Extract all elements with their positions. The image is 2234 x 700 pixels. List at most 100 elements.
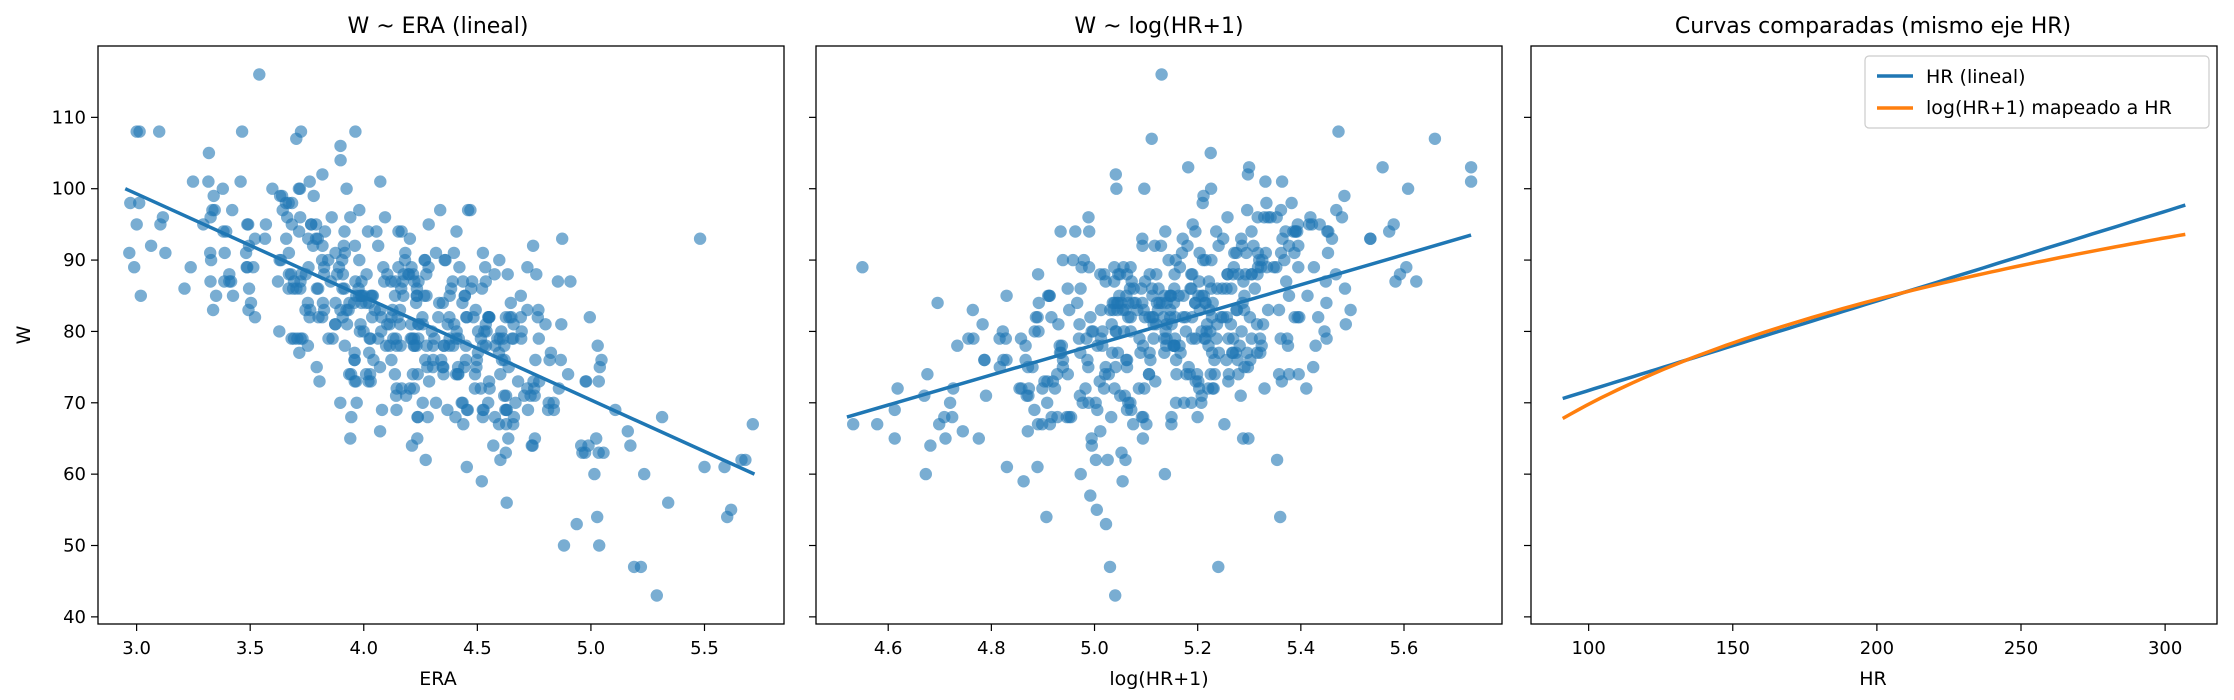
scatter-point bbox=[721, 510, 734, 524]
scatter-point bbox=[570, 517, 583, 531]
scatter-point bbox=[1181, 239, 1194, 252]
scatter-point bbox=[209, 289, 223, 302]
scatter-point bbox=[460, 460, 473, 474]
scatter-point bbox=[362, 375, 375, 388]
scatter-point bbox=[457, 418, 470, 431]
y-ticks bbox=[809, 116, 816, 618]
scatter-point bbox=[1132, 382, 1146, 395]
scatter-point bbox=[1245, 225, 1258, 238]
scatter-point bbox=[329, 296, 342, 310]
scatter-point bbox=[1101, 453, 1114, 467]
scatter-point bbox=[340, 182, 353, 195]
scatter-point bbox=[373, 425, 387, 438]
scatter-point bbox=[543, 353, 556, 367]
scatter-point bbox=[527, 375, 540, 388]
y-tick-label: 70 bbox=[63, 393, 86, 414]
scatter-point bbox=[592, 375, 605, 388]
scatter-point bbox=[184, 261, 197, 274]
scatter-point bbox=[634, 560, 648, 574]
scatter-point bbox=[294, 211, 307, 224]
scatter-point bbox=[1136, 432, 1150, 445]
fit-line-group bbox=[124, 187, 756, 476]
scatter-point bbox=[624, 439, 637, 452]
scatter-point bbox=[476, 246, 490, 260]
scatter-point bbox=[1338, 189, 1351, 203]
scatter-point bbox=[429, 396, 443, 409]
scatter-point bbox=[336, 311, 349, 324]
scatter-point bbox=[1322, 225, 1335, 238]
scatter-point bbox=[1410, 275, 1423, 288]
scatter-point bbox=[1072, 332, 1086, 345]
scatter-point bbox=[479, 261, 492, 274]
scatter-point bbox=[525, 439, 538, 452]
scatter-point bbox=[1043, 289, 1056, 302]
scatter-point bbox=[329, 246, 342, 260]
scatter-point bbox=[1097, 382, 1111, 395]
scatter-point bbox=[1220, 282, 1233, 295]
scatter-point bbox=[226, 289, 240, 302]
scatter-point bbox=[1220, 353, 1233, 367]
scatter-point bbox=[1232, 268, 1245, 281]
scatter-point bbox=[345, 410, 358, 424]
scatter-point bbox=[422, 218, 435, 231]
scatter-point bbox=[514, 289, 527, 302]
scatter-point bbox=[591, 510, 604, 524]
scatter-point bbox=[1275, 375, 1289, 388]
y-tick-label: 90 bbox=[63, 250, 86, 271]
scatter-point bbox=[469, 303, 482, 317]
scatter-point bbox=[123, 246, 136, 260]
panel-era: W ~ ERA (lineal) ERA W 3.0 3.5 4.0 4.5 5.0 5.… bbox=[13, 14, 785, 690]
scatter-point bbox=[235, 125, 249, 138]
scatter-point bbox=[461, 203, 475, 217]
scatter-point bbox=[389, 332, 403, 345]
scatter-point bbox=[1168, 282, 1181, 295]
scatter-point bbox=[1305, 218, 1319, 231]
scatter-point bbox=[234, 175, 247, 188]
scatter-point bbox=[1281, 332, 1294, 345]
scatter-point bbox=[367, 353, 380, 367]
scatter-point bbox=[638, 467, 651, 481]
scatter-point bbox=[420, 268, 433, 281]
x-tick-label: 3.0 bbox=[122, 638, 151, 659]
scatter-point bbox=[871, 418, 884, 431]
x-ticks: 4.6 4.8 5.0 5.2 5.4 5.6 bbox=[874, 624, 1418, 659]
scatter-point bbox=[460, 311, 473, 324]
scatter-point bbox=[226, 203, 239, 217]
scatter-point bbox=[555, 318, 568, 331]
scatter-point bbox=[1227, 332, 1240, 345]
scatter-point bbox=[591, 339, 604, 352]
scatter-point bbox=[1150, 268, 1163, 281]
scatter-point bbox=[1031, 418, 1045, 431]
scatter-point bbox=[1145, 132, 1158, 145]
scatter-point bbox=[972, 432, 985, 445]
scatter-point bbox=[286, 282, 300, 295]
scatter-point bbox=[655, 410, 669, 424]
scatter-point bbox=[999, 332, 1012, 345]
scatter-point bbox=[1099, 517, 1113, 531]
scatter-point bbox=[1022, 382, 1036, 395]
scatter-point bbox=[1040, 510, 1053, 524]
scatter-point bbox=[1169, 396, 1183, 409]
scatter-point bbox=[128, 261, 141, 274]
scatter-point bbox=[499, 446, 512, 459]
scatter-point bbox=[1147, 332, 1160, 345]
scatter-point bbox=[1055, 339, 1069, 352]
scatter-point bbox=[453, 261, 466, 274]
scatter-point bbox=[978, 353, 991, 367]
scatter-point bbox=[1135, 410, 1149, 424]
scatter-point bbox=[353, 325, 367, 338]
scatter-point bbox=[438, 253, 451, 267]
scatter-point bbox=[207, 189, 220, 203]
scatter-point bbox=[1179, 325, 1193, 338]
scatter-point bbox=[507, 332, 520, 345]
scatter-point bbox=[1234, 389, 1247, 402]
x-tick-label: 100 bbox=[1571, 638, 1605, 659]
scatter-point bbox=[976, 318, 989, 331]
scatter-point bbox=[1237, 303, 1251, 317]
scatter-point bbox=[1261, 211, 1275, 224]
scatter-point bbox=[309, 232, 323, 245]
panel-title: Curvas comparadas (mismo eje HR) bbox=[1675, 14, 2071, 39]
scatter-point bbox=[1376, 161, 1389, 174]
scatter-point bbox=[593, 539, 606, 552]
scatter-point bbox=[650, 589, 663, 602]
